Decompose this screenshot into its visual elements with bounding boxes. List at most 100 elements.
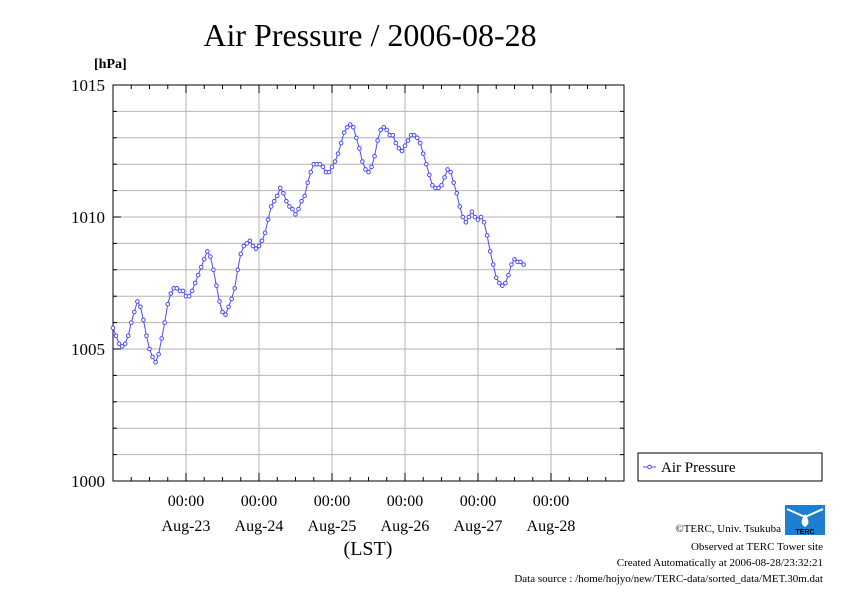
data-point (466, 214, 472, 220)
data-point (156, 351, 161, 357)
x-tick-time-label: 00:00 (460, 493, 496, 510)
y-tick-label: 1010 (71, 208, 105, 227)
data-point (496, 280, 502, 286)
data-point (229, 296, 234, 302)
data-point (284, 198, 289, 204)
data-point (122, 341, 128, 347)
created-timestamp-text: Created Automatically at 2006-08-28/23:3… (617, 557, 823, 569)
data-point (503, 280, 508, 286)
data-point (165, 301, 171, 307)
data-point (490, 262, 496, 267)
data-point (125, 333, 131, 339)
plot-area: 1000 1005 1010 1015 00:00 00:00 00:00 00:00 00:0… (71, 76, 625, 535)
data-point (223, 312, 228, 317)
plot-frame (112, 84, 625, 482)
x-tick-date-label: Aug-26 (381, 518, 430, 535)
data-point (357, 146, 362, 151)
legend-marker (647, 464, 652, 470)
data-point (141, 317, 146, 323)
observed-site-text: Observed at TERC Tower site (691, 541, 823, 553)
data-point (174, 285, 180, 291)
data-point (268, 204, 274, 209)
x-tick-date-label: Aug-28 (527, 518, 576, 535)
terc-logo-text: TERC (795, 529, 814, 536)
data-point (168, 291, 174, 296)
data-point (375, 138, 380, 143)
data-point (320, 164, 326, 170)
legend-label: Air Pressure (661, 460, 736, 476)
data-point (372, 153, 377, 159)
data-point (338, 140, 344, 146)
x-tick-date-label: Aug-27 (454, 518, 503, 535)
data-point (256, 243, 262, 249)
data-point (475, 217, 481, 222)
x-tick-time-label: 00:00 (241, 493, 277, 510)
data-point (457, 204, 463, 209)
data-point (463, 219, 469, 225)
data-point (274, 193, 280, 199)
data-point (180, 288, 186, 294)
data-point (265, 217, 271, 222)
data-point (500, 283, 505, 288)
data-point (363, 167, 368, 172)
data-point (329, 164, 335, 170)
data-point (423, 161, 429, 167)
x-tick-time-label: 00:00 (314, 493, 350, 510)
data-point (402, 143, 408, 149)
data-point (211, 267, 216, 273)
data-point (232, 285, 237, 291)
data-point (220, 309, 225, 315)
data-point (259, 238, 265, 244)
data-point (238, 251, 244, 257)
data-point (186, 293, 192, 299)
data-point (159, 336, 164, 341)
data-point (198, 264, 204, 270)
data-point (277, 185, 283, 191)
data-point (138, 304, 143, 310)
data-point (113, 333, 119, 339)
data-point (472, 214, 478, 220)
data-point (250, 243, 256, 249)
data-point (326, 169, 332, 175)
data-point (354, 135, 359, 141)
data-point (506, 272, 511, 278)
data-point (509, 262, 514, 267)
data-point (128, 320, 134, 325)
data-point (460, 214, 466, 220)
data-point (350, 124, 356, 130)
data-point (399, 148, 405, 154)
data-point (305, 180, 310, 185)
data-point (189, 288, 195, 294)
data-point (469, 209, 475, 215)
data-point (381, 124, 387, 130)
data-point (521, 262, 526, 267)
x-tick-date-label: Aug-23 (162, 518, 211, 535)
data-point (451, 180, 456, 185)
data-point (302, 193, 307, 199)
y-tick-label: 1005 (71, 340, 105, 359)
data-point (217, 299, 222, 304)
y-tick-label: 1000 (71, 472, 105, 491)
data-point (439, 183, 444, 188)
data-point (445, 167, 450, 172)
data-point (405, 138, 411, 143)
data-point (241, 243, 247, 249)
y-axis-unit-label: [hPa] (94, 57, 127, 72)
data-point (360, 159, 365, 164)
data-point (293, 212, 298, 217)
data-point (414, 135, 420, 141)
data-point (518, 259, 523, 265)
data-point (478, 214, 484, 220)
data-point (347, 122, 353, 127)
data-point (208, 254, 213, 259)
data-point (296, 206, 301, 212)
data-point (147, 346, 152, 352)
data-point (393, 140, 399, 146)
data-point (226, 304, 231, 310)
data-point (253, 246, 259, 251)
data-point (131, 309, 137, 315)
data-point (119, 344, 125, 349)
data-point (290, 206, 295, 212)
data-point (366, 169, 371, 175)
x-tick-date-label: Aug-24 (235, 518, 284, 535)
